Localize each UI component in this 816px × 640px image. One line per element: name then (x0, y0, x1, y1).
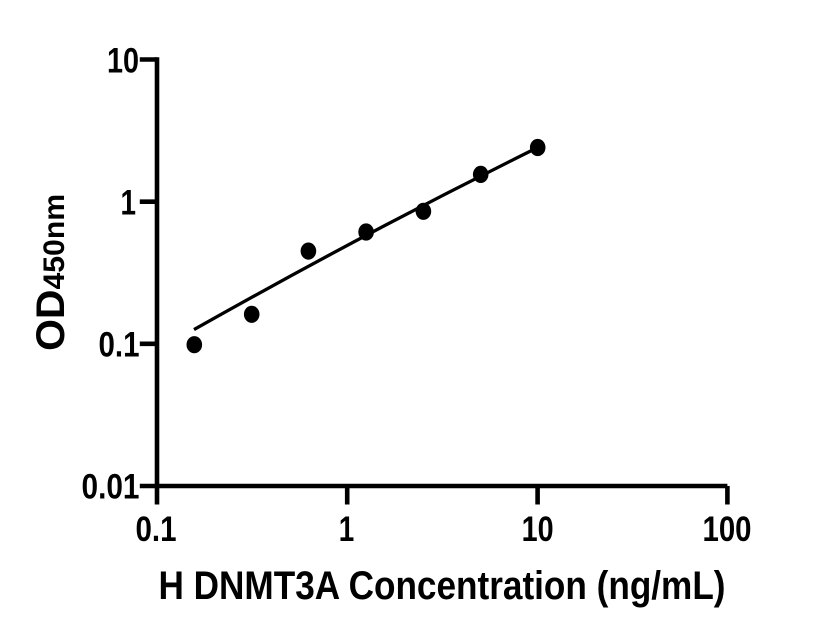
svg-text:0.1: 0.1 (136, 509, 177, 549)
svg-text:0.1: 0.1 (99, 325, 140, 365)
svg-text:OD450nm: OD450nm (29, 194, 73, 351)
svg-text:1: 1 (121, 182, 137, 222)
svg-text:1: 1 (339, 509, 355, 549)
svg-text:10: 10 (107, 41, 139, 81)
svg-text:H DNMT3A Concentration (ng/mL): H DNMT3A Concentration (ng/mL) (159, 564, 726, 608)
svg-text:10: 10 (522, 509, 554, 549)
svg-text:100: 100 (703, 509, 752, 549)
svg-text:0.01: 0.01 (82, 467, 140, 507)
